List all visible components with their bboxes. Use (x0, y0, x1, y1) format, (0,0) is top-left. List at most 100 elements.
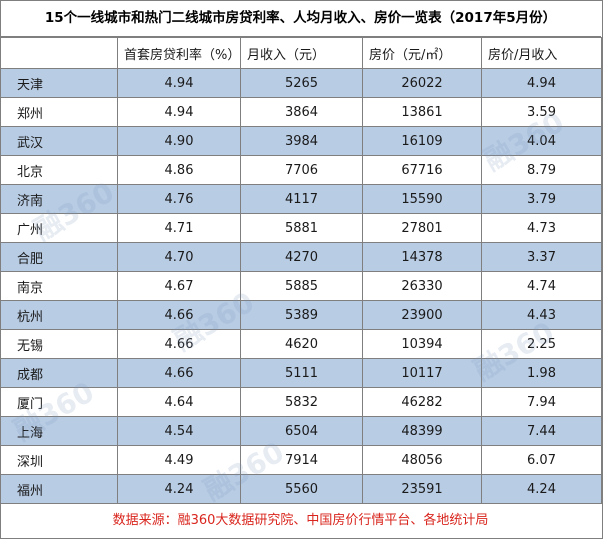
city-cell: 武汉 (0, 126, 118, 156)
rate-cell: 4.71 (117, 213, 241, 243)
city-cell: 北京 (0, 155, 118, 185)
city-cell: 郑州 (0, 97, 118, 127)
table-row: 无锡 4.66 4620 10394 2.25 (0, 329, 602, 359)
rate-cell: 4.54 (117, 416, 241, 446)
city-cell: 合肥 (0, 242, 118, 272)
city-cell: 济南 (0, 184, 118, 214)
table-row: 南京 4.67 5885 26330 4.74 (0, 271, 602, 301)
price-cell: 26022 (362, 68, 482, 98)
ratio-cell: 2.25 (481, 329, 602, 359)
ratio-cell: 4.43 (481, 300, 602, 330)
price-cell: 46282 (362, 387, 482, 417)
ratio-cell: 4.74 (481, 271, 602, 301)
header-rate: 首套房贷利率（%） (117, 37, 241, 69)
rate-cell: 4.67 (117, 271, 241, 301)
income-cell: 5832 (240, 387, 363, 417)
ratio-cell: 3.79 (481, 184, 602, 214)
table-row: 杭州 4.66 5389 23900 4.43 (0, 300, 602, 330)
income-cell: 4620 (240, 329, 363, 359)
income-cell: 4117 (240, 184, 363, 214)
city-cell: 福州 (0, 474, 118, 504)
header-row: 首套房贷利率（%） 月收入（元） 房价（元/㎡） 房价/月收入 (0, 37, 602, 69)
rate-cell: 4.64 (117, 387, 241, 417)
income-cell: 7914 (240, 445, 363, 475)
rate-cell: 4.86 (117, 155, 241, 185)
ratio-cell: 4.94 (481, 68, 602, 98)
table-row: 福州 4.24 5560 23591 4.24 (0, 474, 602, 504)
table-row: 天津 4.94 5265 26022 4.94 (0, 68, 602, 98)
table-row: 广州 4.71 5881 27801 4.73 (0, 213, 602, 243)
table-row: 济南 4.76 4117 15590 3.79 (0, 184, 602, 214)
price-cell: 10394 (362, 329, 482, 359)
table-row: 北京 4.86 7706 67716 8.79 (0, 155, 602, 185)
city-cell: 无锡 (0, 329, 118, 359)
price-cell: 48399 (362, 416, 482, 446)
rate-cell: 4.66 (117, 329, 241, 359)
income-cell: 3984 (240, 126, 363, 156)
rate-cell: 4.76 (117, 184, 241, 214)
price-cell: 23591 (362, 474, 482, 504)
table-row: 上海 4.54 6504 48399 7.44 (0, 416, 602, 446)
ratio-cell: 4.24 (481, 474, 602, 504)
income-cell: 3864 (240, 97, 363, 127)
rate-cell: 4.66 (117, 358, 241, 388)
rate-cell: 4.94 (117, 68, 241, 98)
header-income: 月收入（元） (240, 37, 363, 69)
price-cell: 16109 (362, 126, 482, 156)
table-row: 成都 4.66 5111 10117 1.98 (0, 358, 602, 388)
table-row: 厦门 4.64 5832 46282 7.94 (0, 387, 602, 417)
income-cell: 5265 (240, 68, 363, 98)
ratio-cell: 4.04 (481, 126, 602, 156)
rate-cell: 4.24 (117, 474, 241, 504)
price-cell: 26330 (362, 271, 482, 301)
price-cell: 15590 (362, 184, 482, 214)
income-cell: 6504 (240, 416, 363, 446)
price-cell: 27801 (362, 213, 482, 243)
income-cell: 5881 (240, 213, 363, 243)
income-cell: 5885 (240, 271, 363, 301)
city-cell: 成都 (0, 358, 118, 388)
price-cell: 13861 (362, 97, 482, 127)
header-city (0, 37, 118, 69)
ratio-cell: 8.79 (481, 155, 602, 185)
income-cell: 5560 (240, 474, 363, 504)
table-title: 15个一线城市和热门二线城市房贷利率、人均月收入、房价一览表（2017年5月份） (0, 0, 601, 37)
table-body: 天津 4.94 5265 26022 4.94 郑州 4.94 3864 13861 3.59 武汉… (0, 68, 602, 504)
income-cell: 5111 (240, 358, 363, 388)
ratio-cell: 6.07 (481, 445, 602, 475)
income-cell: 4270 (240, 242, 363, 272)
ratio-cell: 1.98 (481, 358, 602, 388)
price-cell: 67716 (362, 155, 482, 185)
ratio-cell: 3.37 (481, 242, 602, 272)
table-row: 郑州 4.94 3864 13861 3.59 (0, 97, 602, 127)
header-ratio: 房价/月收入 (481, 37, 602, 69)
price-cell: 14378 (362, 242, 482, 272)
data-table: 首套房贷利率（%） 月收入（元） 房价（元/㎡） 房价/月收入 天津 4.94 52… (0, 37, 602, 504)
city-cell: 厦门 (0, 387, 118, 417)
ratio-cell: 4.73 (481, 213, 602, 243)
rate-cell: 4.94 (117, 97, 241, 127)
income-cell: 7706 (240, 155, 363, 185)
city-cell: 上海 (0, 416, 118, 446)
rate-cell: 4.49 (117, 445, 241, 475)
income-cell: 5389 (240, 300, 363, 330)
city-cell: 广州 (0, 213, 118, 243)
ratio-cell: 3.59 (481, 97, 602, 127)
rate-cell: 4.90 (117, 126, 241, 156)
city-cell: 天津 (0, 68, 118, 98)
city-cell: 杭州 (0, 300, 118, 330)
table-row: 合肥 4.70 4270 14378 3.37 (0, 242, 602, 272)
price-cell: 10117 (362, 358, 482, 388)
rate-cell: 4.70 (117, 242, 241, 272)
rate-cell: 4.66 (117, 300, 241, 330)
ratio-cell: 7.94 (481, 387, 602, 417)
source-note: 数据来源：融360大数据研究院、中国房价行情平台、各地统计局 (112, 513, 489, 528)
price-cell: 23900 (362, 300, 482, 330)
table-row: 深圳 4.49 7914 48056 6.07 (0, 445, 602, 475)
table-row: 武汉 4.90 3984 16109 4.04 (0, 126, 602, 156)
header-price: 房价（元/㎡） (362, 37, 482, 69)
price-cell: 48056 (362, 445, 482, 475)
city-cell: 南京 (0, 271, 118, 301)
ratio-cell: 7.44 (481, 416, 602, 446)
city-cell: 深圳 (0, 445, 118, 475)
